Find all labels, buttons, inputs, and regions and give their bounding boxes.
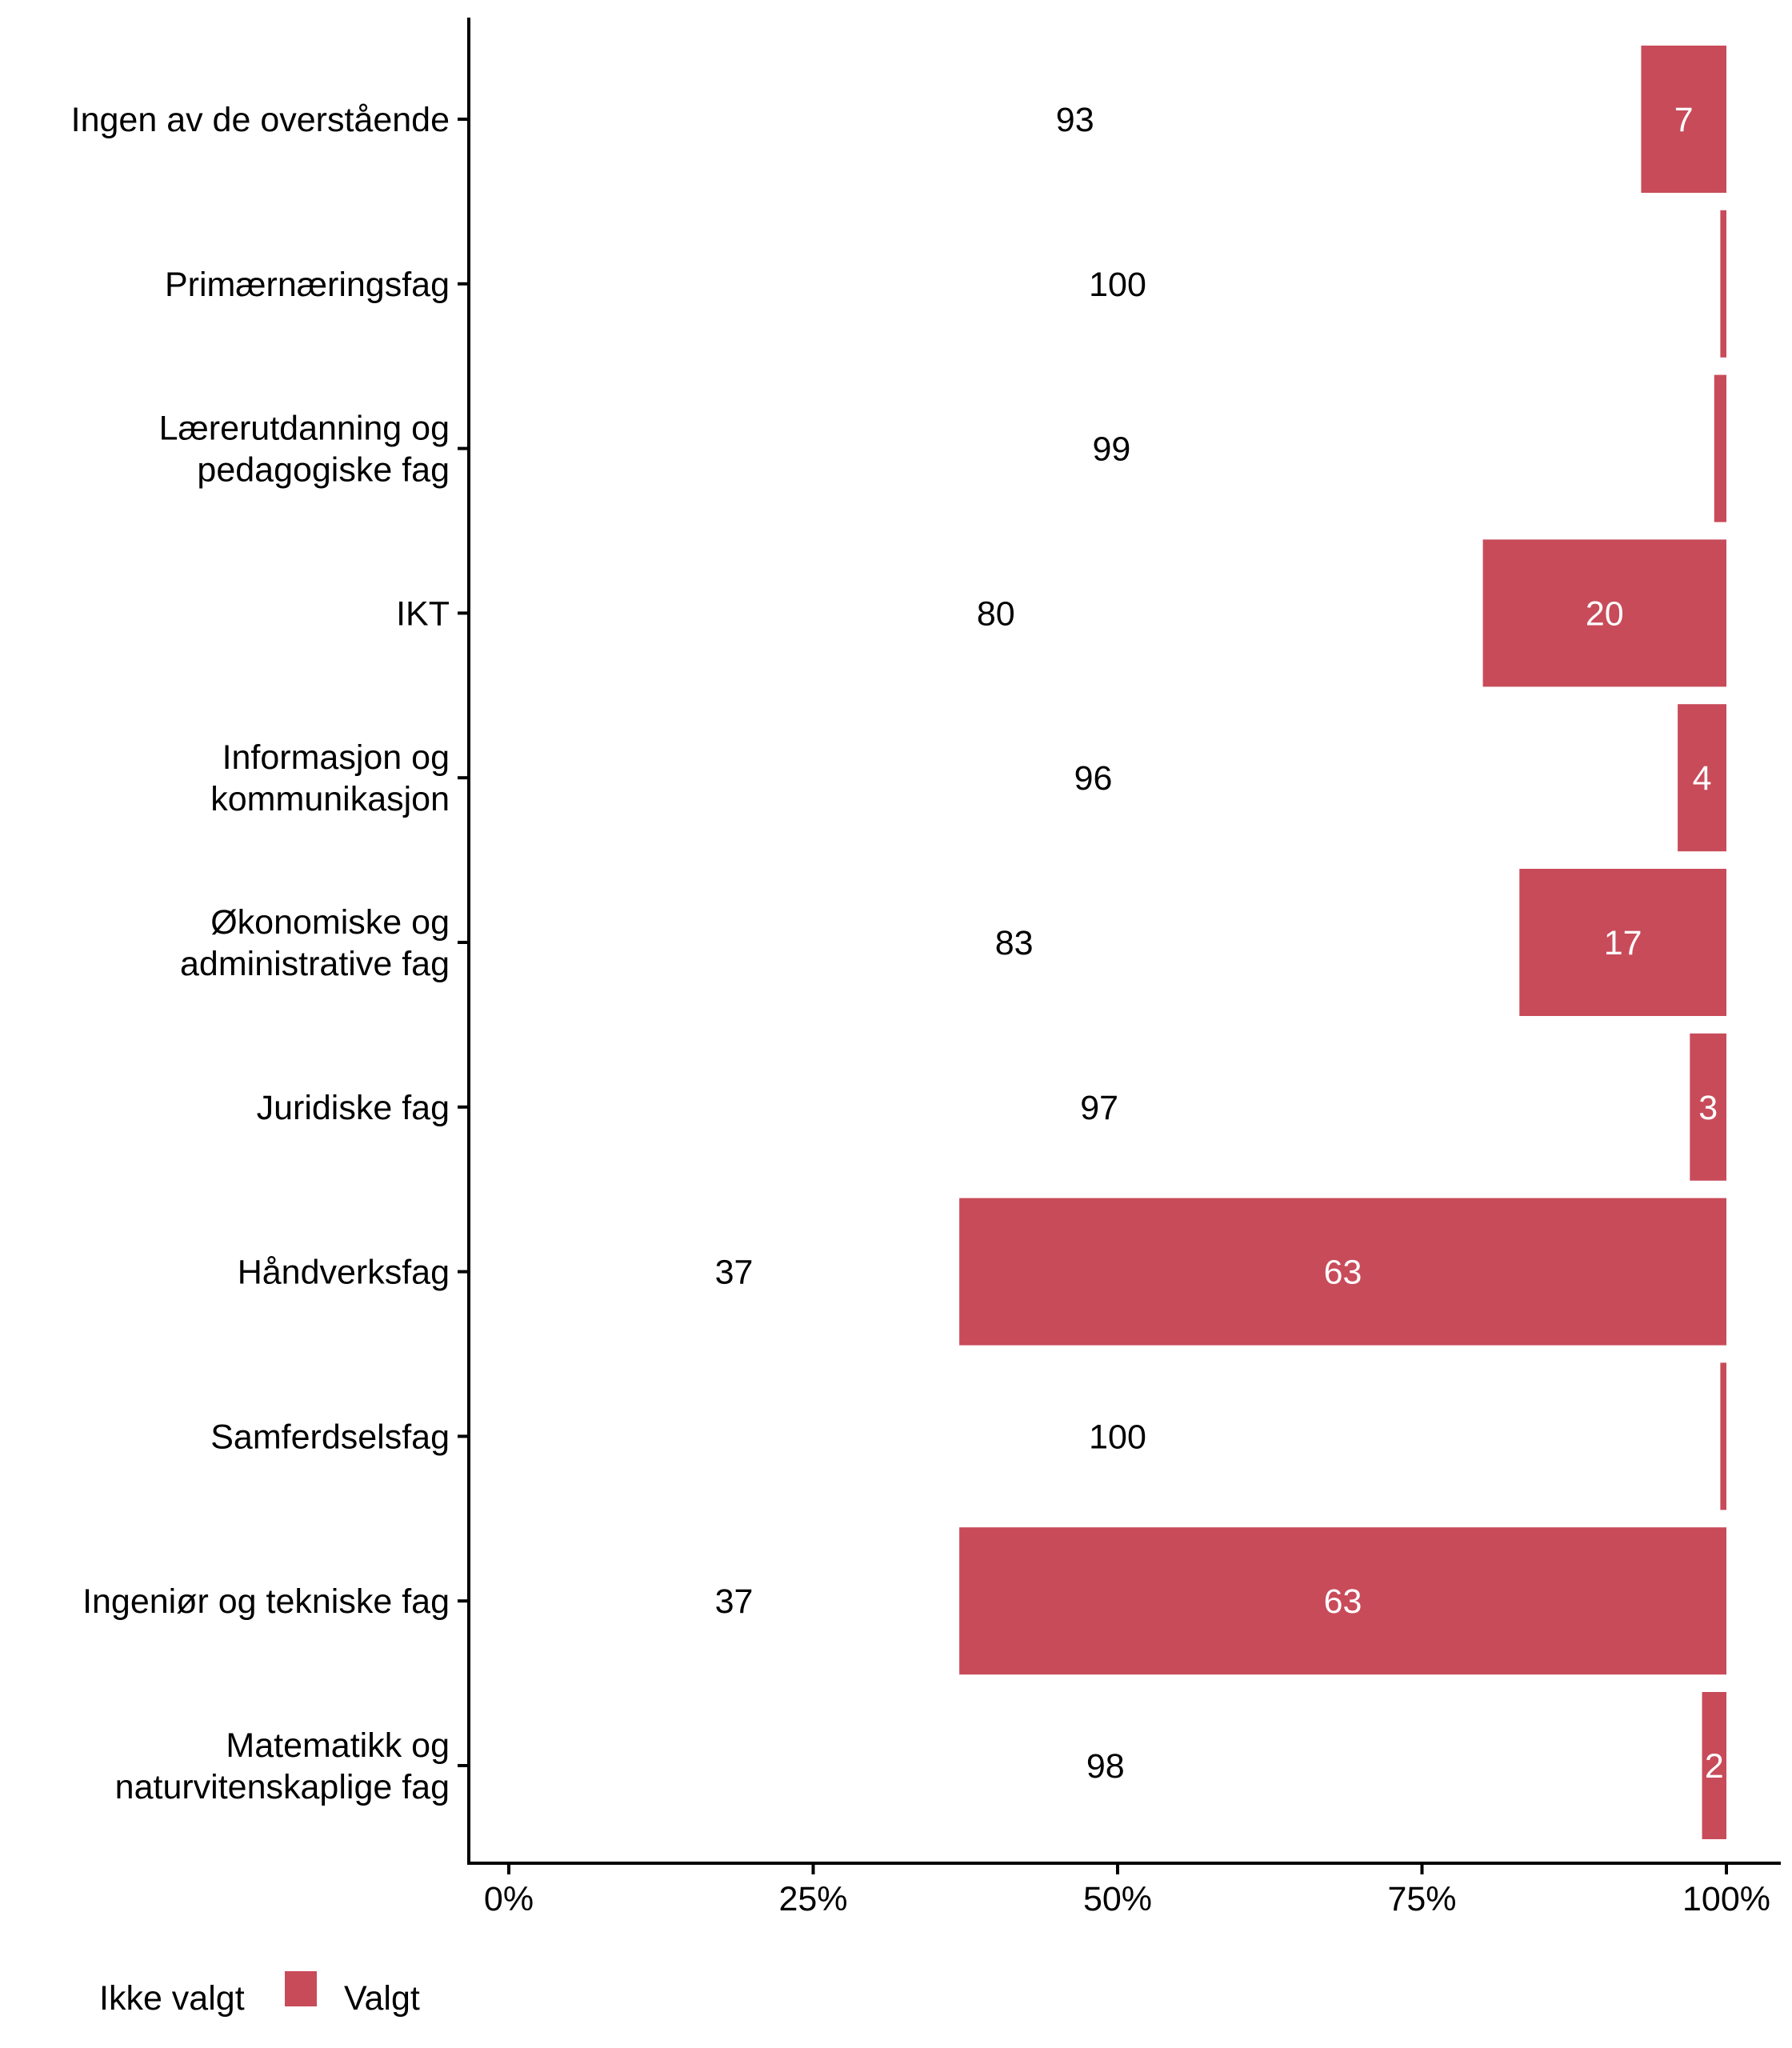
category-label: Juridiske fag bbox=[257, 1089, 450, 1127]
value-label-valgt: 63 bbox=[1324, 1582, 1362, 1621]
category-label: Primærnæringsfag bbox=[165, 266, 450, 304]
value-labels-layer: 93 7 100 99 80 20 96 4 83 17 97 3 37 63 100 37 63 98 2 bbox=[715, 101, 1724, 1786]
x-tick-label: 0% bbox=[484, 1880, 534, 1918]
legend-label-valgt: Valgt bbox=[344, 1979, 420, 2018]
category-label: Matematikk og bbox=[226, 1726, 450, 1765]
bar-valgt bbox=[959, 1527, 1726, 1675]
bar-valgt bbox=[1720, 1362, 1726, 1510]
value-label-ikke-valgt: 96 bbox=[1074, 759, 1113, 798]
category-label: Samferdselsfag bbox=[210, 1418, 450, 1456]
category-label: Informasjon og bbox=[222, 738, 450, 777]
value-label-valgt: 4 bbox=[1693, 759, 1712, 798]
value-label-ikke-valgt: 99 bbox=[1092, 430, 1130, 469]
bar-valgt bbox=[1678, 704, 1726, 852]
value-label-ikke-valgt: 80 bbox=[977, 594, 1015, 633]
category-label: Økonomiske og bbox=[210, 903, 450, 942]
value-label-valgt: 17 bbox=[1604, 924, 1642, 962]
category-labels-layer: Ingen av de overstående Primærnæringsfag L… bbox=[71, 101, 469, 1806]
category-label: Ingeniør og tekniske fag bbox=[82, 1582, 450, 1621]
value-label-ikke-valgt: 37 bbox=[715, 1582, 754, 1621]
x-tick-label: 25% bbox=[778, 1880, 847, 1918]
value-label-ikke-valgt: 93 bbox=[1056, 101, 1094, 139]
bar-valgt bbox=[1641, 46, 1726, 193]
value-label-ikke-valgt: 100 bbox=[1089, 266, 1146, 304]
bar-valgt bbox=[1482, 539, 1726, 687]
value-label-ikke-valgt: 100 bbox=[1089, 1418, 1146, 1456]
category-label: IKT bbox=[396, 594, 450, 633]
bar-valgt bbox=[1714, 374, 1726, 522]
bar-valgt bbox=[1702, 1692, 1726, 1839]
bar-valgt bbox=[1720, 210, 1726, 358]
category-label: naturvitenskaplige fag bbox=[115, 1768, 450, 1806]
bar-valgt bbox=[959, 1198, 1726, 1346]
x-axis-ticks: 0% 25% 50% 75% 100% bbox=[484, 1863, 1770, 1918]
x-tick-label: 100% bbox=[1682, 1880, 1770, 1918]
legend: Ikke valgt Valgt bbox=[99, 1971, 420, 2018]
category-label: pedagogiske fag bbox=[197, 451, 450, 490]
legend-label-ikke-valgt: Ikke valgt bbox=[99, 1979, 245, 2018]
category-label: Lærerutdanning og bbox=[159, 410, 450, 448]
value-label-ikke-valgt: 98 bbox=[1086, 1747, 1125, 1786]
category-label: kommunikasjon bbox=[210, 780, 450, 818]
value-label-valgt: 63 bbox=[1324, 1254, 1362, 1292]
bars-layer bbox=[959, 46, 1726, 1839]
value-label-valgt: 2 bbox=[1705, 1747, 1724, 1786]
legend-swatch-valgt bbox=[285, 1971, 317, 2006]
category-label: Håndverksfag bbox=[238, 1254, 450, 1292]
category-label: administrative fag bbox=[180, 945, 450, 983]
category-label: Ingen av de overstående bbox=[71, 101, 450, 139]
value-label-valgt: 20 bbox=[1586, 594, 1624, 633]
value-label-valgt: 7 bbox=[1674, 101, 1694, 139]
bar-valgt bbox=[1519, 869, 1726, 1016]
bar-valgt bbox=[1690, 1033, 1726, 1181]
x-tick-label: 50% bbox=[1083, 1880, 1152, 1918]
value-label-valgt: 3 bbox=[1698, 1089, 1718, 1127]
value-label-ikke-valgt: 37 bbox=[715, 1254, 754, 1292]
value-label-ikke-valgt: 83 bbox=[995, 924, 1034, 962]
x-tick-label: 75% bbox=[1387, 1880, 1456, 1918]
value-label-ikke-valgt: 97 bbox=[1080, 1089, 1118, 1127]
